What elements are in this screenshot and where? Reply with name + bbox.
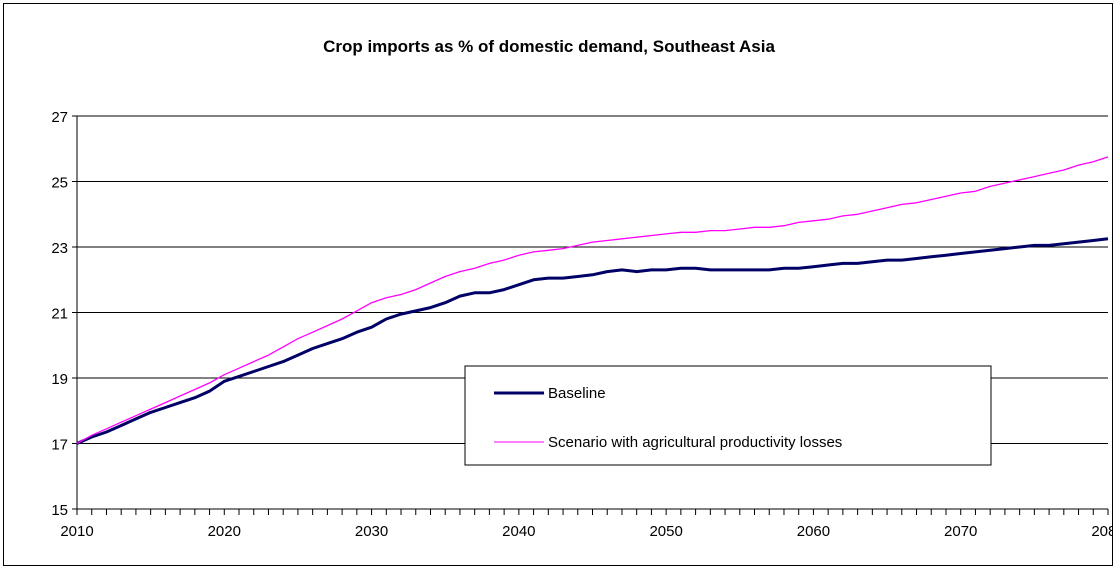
y-tick-label: 23 — [51, 240, 68, 257]
chart-area: Crop imports as % of domestic demand, So… — [3, 3, 1118, 566]
y-tick-label: 15 — [51, 502, 68, 519]
legend-label-baseline: Baseline — [548, 385, 606, 402]
chart-title: Crop imports as % of domestic demand, So… — [323, 37, 775, 56]
series-lines — [76, 156, 1109, 445]
y-tick-label: 25 — [51, 175, 68, 192]
y-tick-label: 27 — [51, 109, 68, 126]
x-tick-label: 2010 — [60, 523, 93, 540]
x-tick-label: 2050 — [649, 523, 682, 540]
legend-box — [464, 365, 992, 466]
x-tick-label: 2080 — [1091, 523, 1112, 540]
x-tick-label: 2030 — [355, 523, 388, 540]
y-tick-label: 21 — [51, 306, 68, 323]
x-tick-label: 2040 — [502, 523, 535, 540]
x-tick-label: 2070 — [944, 523, 977, 540]
y-tick-label: 17 — [51, 437, 68, 454]
series-line-scenario — [76, 156, 1109, 445]
y-tick-label: 19 — [51, 371, 68, 388]
line-chart: Crop imports as % of domestic demand, So… — [51, 37, 1118, 540]
series-line-baseline — [76, 237, 1109, 445]
legend-label-scenario: Scenario with agricultural productivity … — [548, 434, 842, 451]
x-tick-label: 2060 — [797, 523, 830, 540]
legend: Baseline Scenario with agricultural prod… — [464, 365, 992, 466]
x-tick-label: 2020 — [208, 523, 241, 540]
axes: 15 17 19 21 23 25 27 2010 2020 2030 2040 2050 2060 20… — [51, 109, 1118, 540]
